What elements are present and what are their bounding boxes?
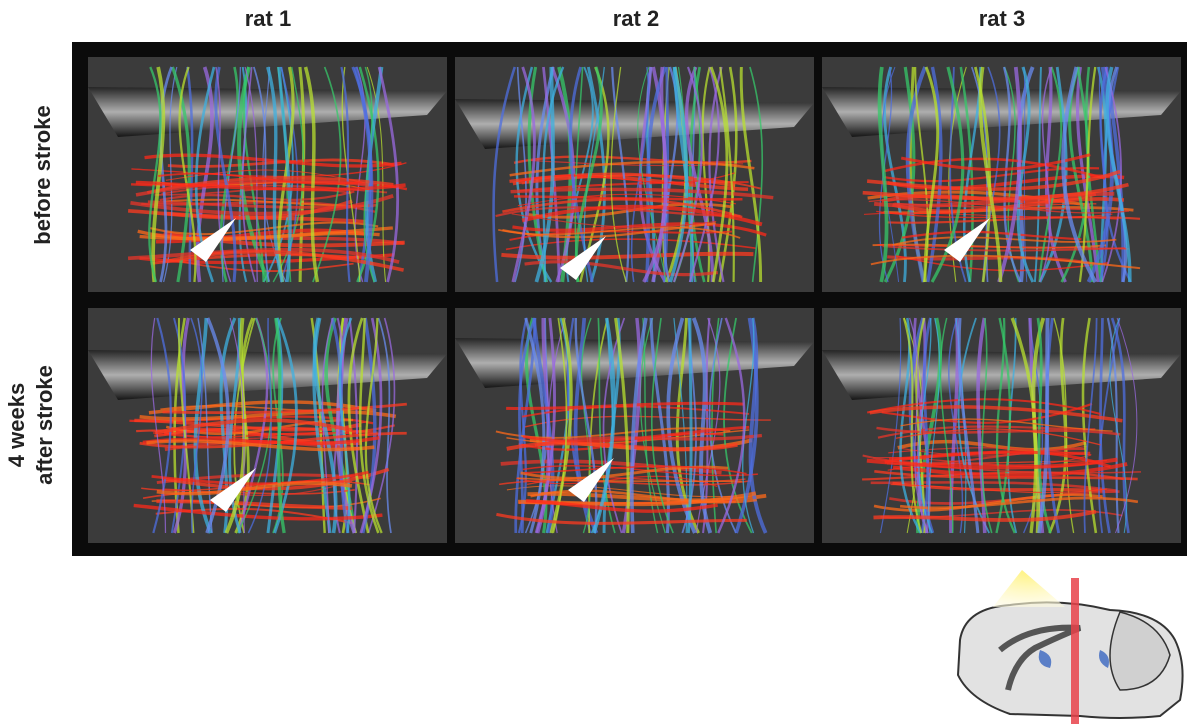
- tractography-panel: [822, 308, 1181, 543]
- column-label: rat 1: [245, 6, 291, 31]
- light-cone: [993, 570, 1065, 607]
- figure: rat 1 rat 2 rat 3 before stroke 4 weeks …: [0, 0, 1187, 724]
- tractography-panel: [88, 308, 447, 543]
- section-plane: [1071, 578, 1079, 724]
- tractography-panel: [455, 308, 814, 543]
- tractography-panel: [822, 57, 1181, 292]
- brain-schematic: [958, 570, 1183, 724]
- row-label: 4 weeks: [4, 383, 29, 467]
- column-label: rat 3: [979, 6, 1025, 31]
- row-label: before stroke: [30, 105, 55, 244]
- tractography-panel: [455, 57, 814, 292]
- column-label: rat 2: [613, 6, 659, 31]
- row-label: after stroke: [32, 365, 57, 485]
- tractography-panel: [88, 57, 447, 292]
- page: {"columns": ["rat 1", "rat 2", "rat 3"],…: [0, 0, 1187, 724]
